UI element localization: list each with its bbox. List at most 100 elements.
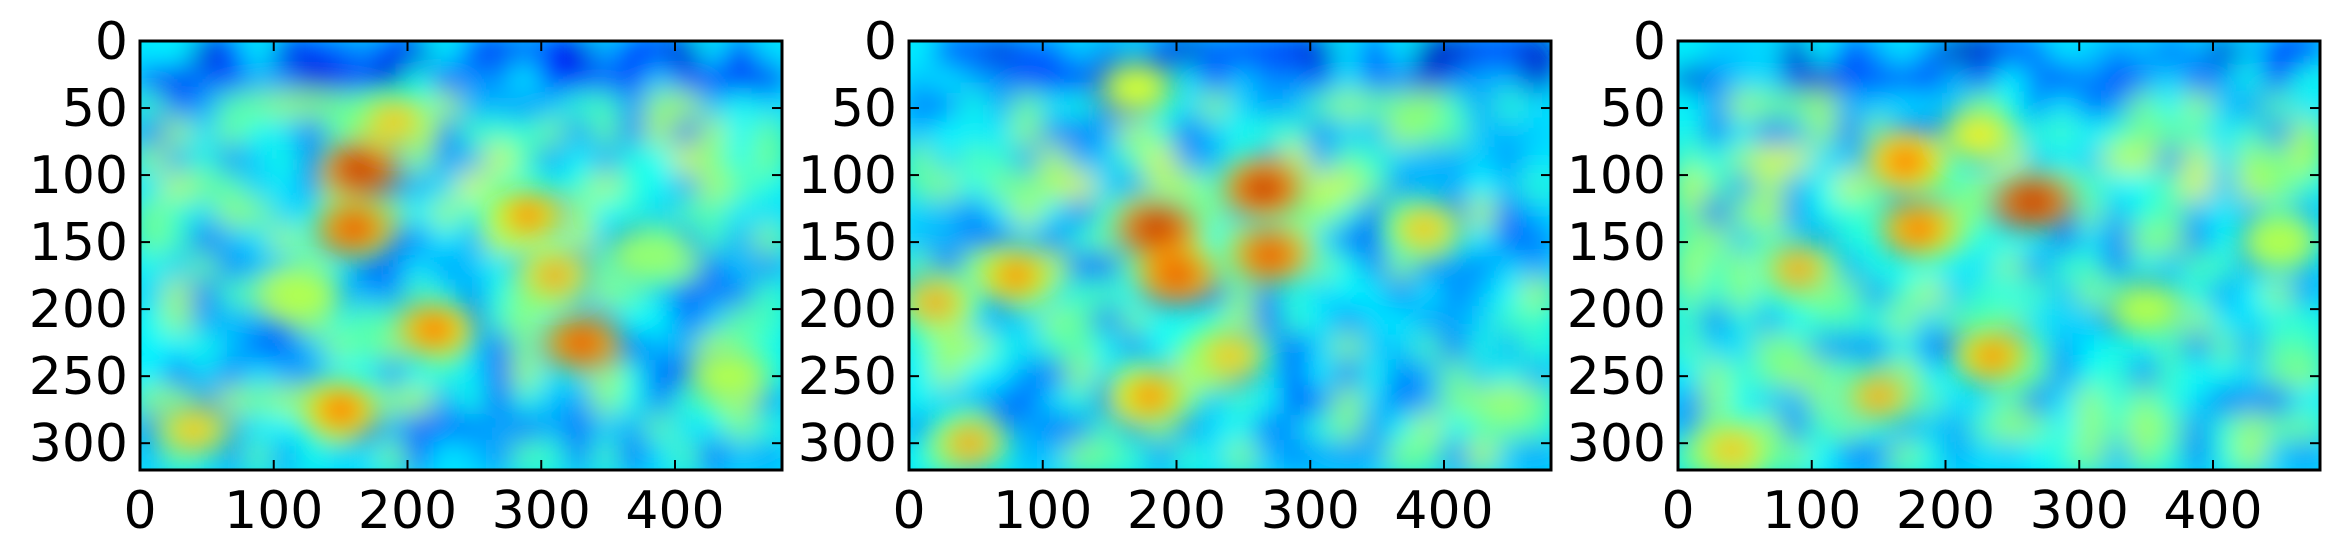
hotspot-core [1156,261,1197,290]
x-tick-label: 300 [492,481,591,541]
x-tick-label: 200 [1127,481,1226,541]
heatmap-cell [244,91,277,125]
y-tick-label: 150 [798,213,897,273]
heatmap-cell [190,91,223,125]
heatmap-cell [190,118,223,151]
y-tick-label: 50 [62,79,128,139]
x-tick-label: 400 [2163,481,2262,541]
hotspot-core [1243,174,1284,203]
y-tick-label: 100 [1567,146,1666,206]
heatmap-panel-3: 0 100 200 300 400 0 50 100 150 200 250 300 [1567,12,2322,541]
hotspot-core [1250,241,1291,270]
axes-frame [1676,39,2322,472]
hotspot-core [915,288,956,317]
heatmap-cell [1521,118,1551,151]
hotspot-core [1885,147,1926,176]
hotspot-core [173,415,214,444]
y-tick-label: 300 [1567,414,1666,474]
heatmap-cell [485,65,518,98]
heatmap-hotspots [909,61,1462,470]
x-tick-label: 400 [625,481,724,541]
y-tick-label: 300 [29,414,128,474]
heatmap-cell [190,65,223,98]
hotspot-core [1858,382,1899,411]
y-tick-label: 100 [29,146,128,206]
x-tick-label: 300 [2030,481,2129,541]
heatmap-cell [217,118,250,151]
heatmap-cell [217,65,250,98]
y-tick-label: 200 [1567,280,1666,340]
y-tick-label: 250 [29,347,128,407]
heatmap-cell [1521,440,1551,470]
y-tick-label: 0 [864,12,897,72]
hotspot-core [628,241,669,270]
y-tick-label: 150 [1567,213,1666,273]
hotspot-core [334,214,374,243]
heatmap-cell [752,65,782,98]
x-tick-label: 0 [1661,481,1694,541]
heatmap-cell [485,440,518,470]
heatmap-area [140,41,782,470]
heatmap-texture [140,41,782,470]
x-tick-label: 100 [1762,481,1861,541]
hotspot-core [1711,435,1752,464]
heatmap-cell [244,440,277,470]
hotspot-core [996,261,1036,290]
heatmap-cell [244,226,277,259]
y-tick-label: 200 [29,280,128,340]
x-tick-label: 0 [892,481,925,541]
hotspot-core [708,362,749,391]
y-tick-label: 100 [798,146,897,206]
heatmap-panel-1: 0 100 200 300 400 0 50 100 150 200 250 300 [29,12,784,541]
heatmap-cell [244,65,277,98]
heatmap-cell [244,118,277,151]
axes-frame [138,39,784,472]
hotspot-core [2259,228,2300,257]
hotspot-core [2012,187,2053,216]
x-tick-label: 100 [224,481,323,541]
heatmap-area [1678,41,2320,470]
hotspot-core [1129,382,1170,411]
heatmap-cell [164,118,197,151]
x-tick-label: 300 [1261,481,1360,541]
y-tick-label: 150 [29,213,128,273]
y-tick-label: 300 [798,414,897,474]
y-tick-label: 50 [831,79,897,139]
heatmap-cell [164,91,197,125]
y-tick-label: 200 [798,280,897,340]
hotspot-core [1898,214,1939,243]
hotspot-core [561,328,602,357]
y-tick-label: 50 [1600,79,1666,139]
heatmap-cell [164,65,197,98]
y-tick-label: 250 [1567,347,1666,407]
hotspot-core [1136,214,1177,243]
x-tick-label: 200 [1896,481,1995,541]
hotspot-core [2126,295,2167,324]
y-tick-label: 0 [1633,12,1666,72]
heatmap-cell [217,91,250,125]
y-tick-label: 250 [798,347,897,407]
heatmap-cell [217,226,250,259]
heatmap-cell [2290,65,2320,98]
hotspot-core [1778,254,1819,283]
heatmap-panel-2: 0 100 200 300 400 0 50 100 150 200 250 300 [798,12,1553,541]
heatmap-cell [190,226,223,259]
heatmap-cell [485,91,518,125]
heatmap-cell [752,440,782,470]
x-tick-label: 0 [123,481,156,541]
heatmap-cell [2290,118,2320,151]
hotspot-core [507,201,548,230]
hotspot-core [1116,73,1157,102]
heatmap-cell [2290,440,2320,470]
hotspot-core [280,281,321,310]
hotspot-core [340,154,381,183]
hotspot-core [1972,342,2013,371]
heatmap-cell [752,118,782,151]
x-tick-label: 400 [1394,481,1493,541]
heatmap-cell [485,118,518,151]
hotspot-core [949,429,990,458]
hotspot-core [1403,214,1444,243]
hotspot-core [1210,342,1250,371]
heatmap-texture [1678,41,2320,470]
